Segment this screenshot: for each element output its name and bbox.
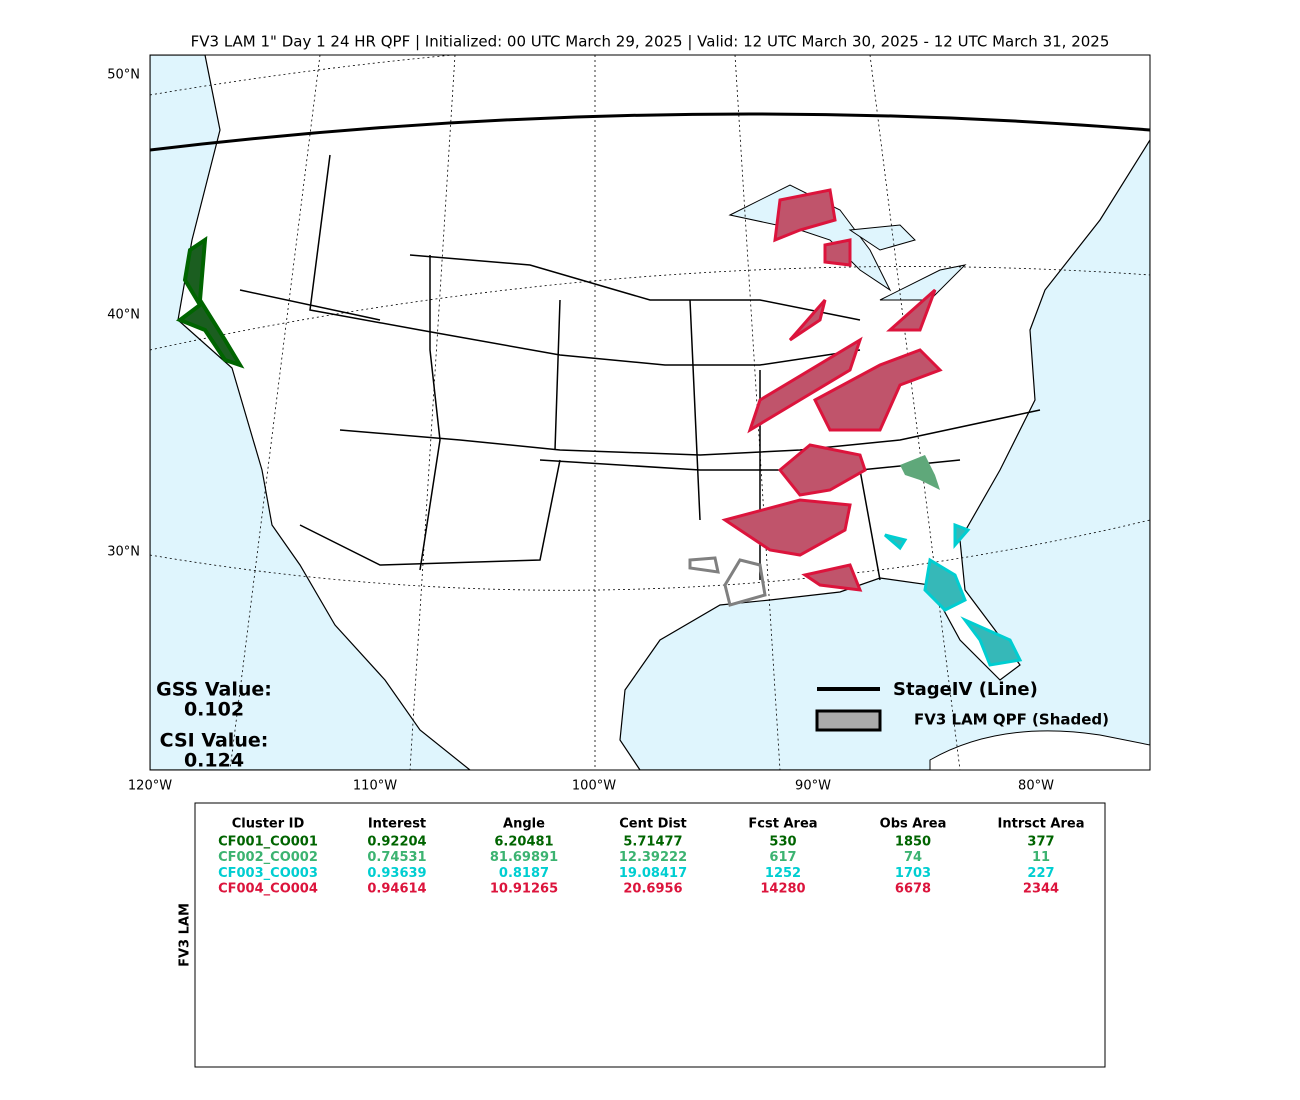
table-cell: 6678 — [895, 882, 931, 897]
clusters — [175, 188, 1023, 667]
table-cell: 74 — [904, 850, 922, 865]
title: FV3 LAM 1" Day 1 24 HR QPF | Initialized… — [191, 33, 1110, 51]
table-cell: 6.20481 — [494, 835, 553, 850]
table-cell: 377 — [1027, 835, 1054, 850]
table-cell: 617 — [769, 850, 796, 865]
gss-value: 0.102 — [184, 699, 244, 721]
map — [150, 55, 1150, 770]
table-header: Interest — [368, 817, 426, 832]
table-cell: 0.8187 — [499, 866, 549, 881]
table-cell: 1252 — [765, 866, 801, 881]
table-header: Intrsct Area — [998, 817, 1085, 832]
table-cell: 20.6956 — [623, 882, 682, 897]
csi-value: 0.124 — [184, 750, 244, 772]
lon-label: 100°W — [572, 779, 616, 794]
table-cell: 0.94614 — [367, 882, 426, 897]
table-header: Angle — [503, 817, 545, 832]
gss-label: GSS Value: — [156, 679, 272, 701]
table-cell: 0.92204 — [367, 835, 426, 850]
table-cell: CF003_CO003 — [218, 866, 318, 881]
lon-label: 90°W — [795, 779, 831, 794]
table-frame — [194, 802, 1106, 1068]
table-cell: CF002_CO002 — [218, 850, 318, 865]
table-header: Fcst Area — [748, 817, 817, 832]
table-cell: 10.91265 — [490, 882, 558, 897]
table-cell: 19.08417 — [619, 866, 687, 881]
table-cell: 0.93639 — [367, 866, 426, 881]
table-cell: 12.39222 — [619, 850, 687, 865]
lon-label: 110°W — [353, 779, 397, 794]
table-cell: 0.74531 — [367, 850, 426, 865]
lat-label: 50°N — [107, 68, 140, 83]
csi-label: CSI Value: — [160, 730, 269, 752]
table-header: Obs Area — [880, 817, 947, 832]
lat-label: 40°N — [107, 308, 140, 323]
table-header: Cent Dist — [619, 817, 687, 832]
legend-label: FV3 LAM QPF (Shaded) — [914, 711, 1109, 729]
map-frame — [149, 54, 1151, 771]
table-cell: 530 — [769, 835, 796, 850]
table-cell: 14280 — [760, 882, 805, 897]
table-cell: CF001_CO001 — [218, 835, 318, 850]
table-header: Cluster ID — [232, 817, 305, 832]
side-label: FV3 LAM — [178, 903, 193, 967]
legend-label: StageIV (Line) — [893, 679, 1038, 700]
table-cell: 81.69891 — [490, 850, 558, 865]
legend-swatch — [815, 709, 882, 732]
table-cell: 2344 — [1023, 882, 1059, 897]
table-cell: 5.71477 — [623, 835, 682, 850]
table-cell: 11 — [1032, 850, 1050, 865]
lon-label: 120°W — [128, 779, 172, 794]
table-cell: 1850 — [895, 835, 931, 850]
table-cell: 1703 — [895, 866, 931, 881]
table-cell: CF004_CO004 — [218, 882, 318, 897]
lon-label: 80°W — [1018, 779, 1054, 794]
lat-label: 30°N — [107, 545, 140, 560]
table-cell: 227 — [1027, 866, 1054, 881]
